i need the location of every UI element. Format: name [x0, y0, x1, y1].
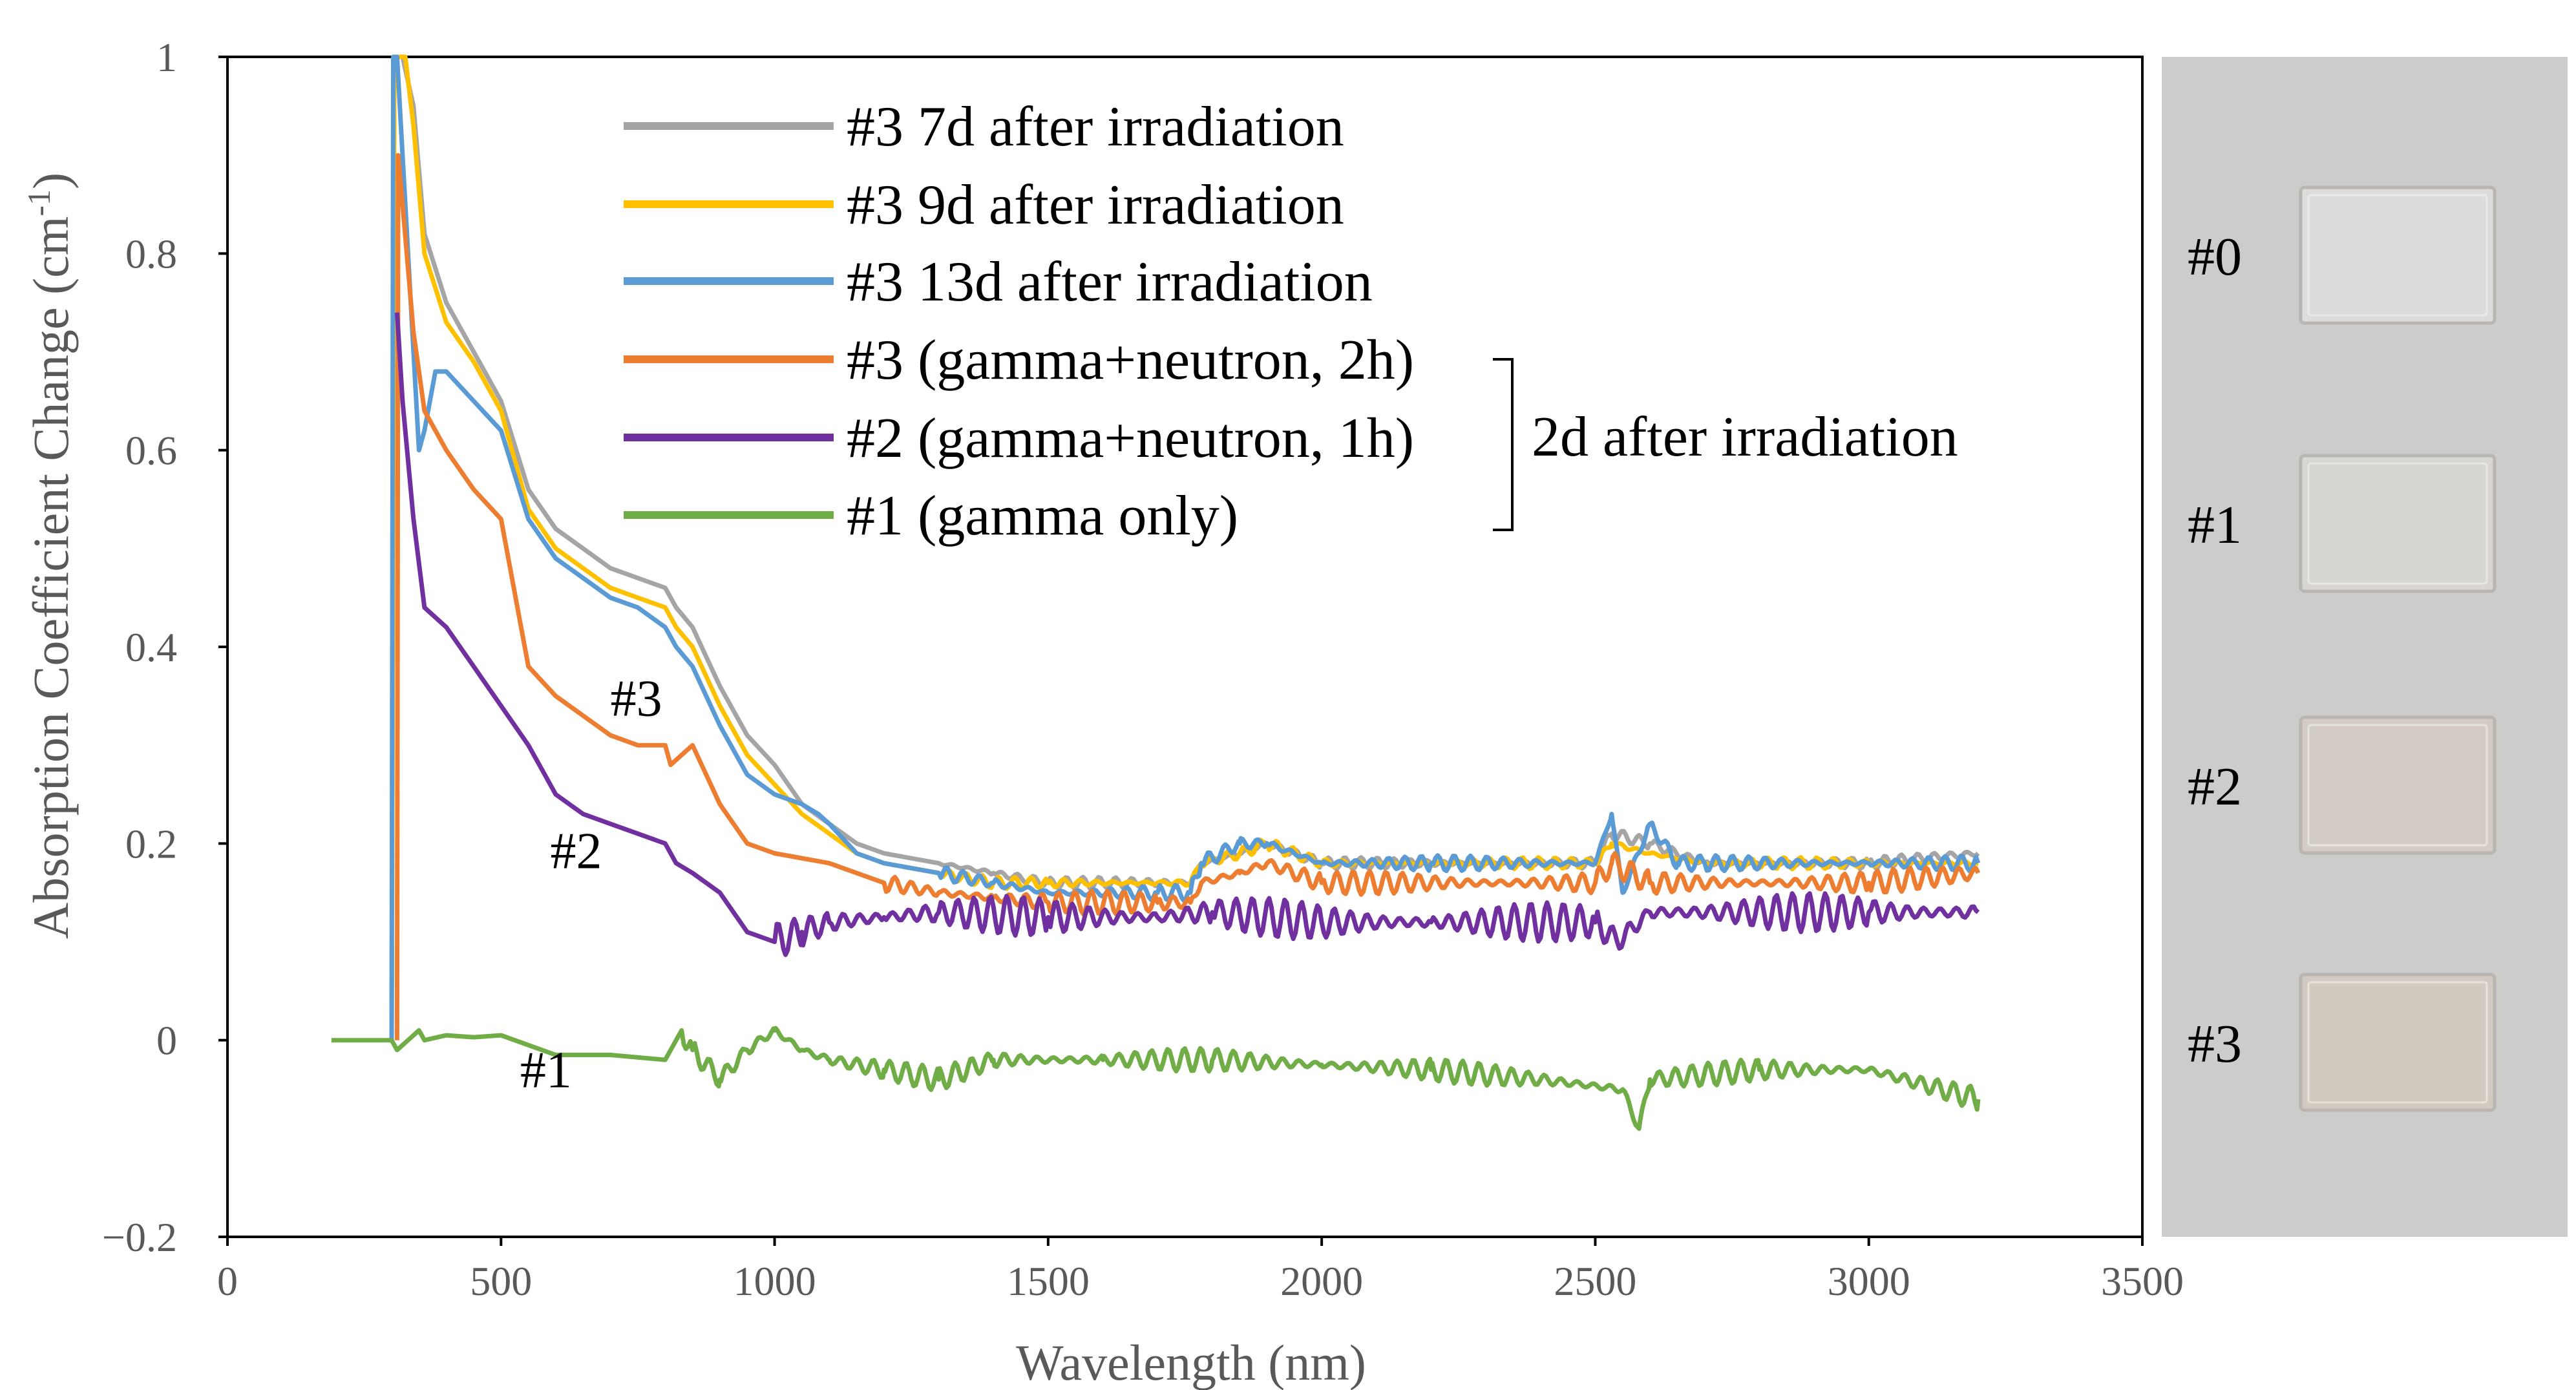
legend-bracket-label: 2d after irradiation [1532, 406, 1958, 469]
legend-label-5: #1 (gamma only) [847, 485, 1238, 547]
y-tick-label-1: 0 [156, 1018, 177, 1064]
y-axis-title-close: ) [23, 173, 79, 189]
x-tick-label-6: 3000 [1828, 1258, 1910, 1304]
sample-slab-2 [2299, 715, 2497, 855]
series-annotation-2: #1 [520, 1042, 572, 1099]
y-tick-label-0: −0.2 [102, 1214, 177, 1260]
legend-bracket [1493, 358, 1514, 531]
x-tick-label-1: 500 [470, 1258, 532, 1304]
x-tick-label-3: 1500 [1007, 1258, 1090, 1304]
y-tick-label-6: 1 [156, 34, 177, 80]
sample-slab-highlight-0 [2307, 194, 2488, 317]
y-tick-label-2: 0.2 [125, 821, 177, 867]
sample-slab-highlight-1 [2307, 462, 2488, 585]
series-annotation-1: #2 [550, 823, 602, 879]
series-line-4 [394, 312, 1980, 957]
sample-slab-highlight-3 [2307, 981, 2488, 1104]
x-axis: 0 500 1000 1500 2000 2500 3000 3500 [217, 1237, 2184, 1304]
sample-label-2: #2 [2188, 757, 2242, 817]
series-group [331, 54, 1981, 1132]
legend-label-1: #3 9d after irradiation [847, 174, 1344, 237]
series-annotation-0: #3 [611, 671, 662, 728]
x-tick-label-4: 2000 [1280, 1258, 1363, 1304]
x-axis-title: Wavelength (nm) [1016, 1334, 1366, 1390]
y-tick-label-3: 0.4 [125, 624, 177, 670]
sample-slab-1 [2299, 454, 2497, 593]
y-axis-title-sup: -1 [21, 189, 57, 216]
annotations: #3 #2 #1 [520, 671, 662, 1099]
sample-label-1: #1 [2188, 495, 2242, 555]
series-line-3 [394, 153, 1981, 1040]
x-tick-label-0: 0 [217, 1258, 238, 1304]
y-tick-label-5: 0.8 [125, 231, 177, 277]
sample-photo: #0 #1 #2 #3 [2162, 57, 2568, 1237]
legend: #3 7d after irradiation #3 9d after irrad… [624, 96, 1958, 547]
sample-slab-highlight-2 [2307, 724, 2488, 847]
sample-slab-3 [2299, 973, 2497, 1112]
series-line-2 [389, 54, 1981, 1040]
y-tick-label-4: 0.6 [125, 428, 177, 474]
y-axis-title-main: Absorption Coefficient Change (cm [23, 216, 79, 939]
y-axis-title: Absorption Coefficient Change (cm-1) [21, 173, 79, 939]
x-tick-label-2: 1000 [734, 1258, 816, 1304]
series-line-5 [331, 1026, 1981, 1132]
x-tick-label-7: 3500 [2101, 1258, 2184, 1304]
x-tick-label-5: 2500 [1554, 1258, 1636, 1304]
sample-label-0: #0 [2188, 227, 2242, 287]
legend-label-0: #3 7d after irradiation [847, 96, 1344, 158]
y-axis: −0.2 0 0.2 0.4 0.6 0.8 1 [102, 34, 227, 1260]
legend-label-3: #3 (gamma+neutron, 2h) [847, 329, 1414, 392]
legend-label-4: #2 (gamma+neutron, 1h) [847, 407, 1414, 470]
sample-slab-0 [2299, 185, 2497, 325]
legend-label-2: #3 13d after irradiation [847, 251, 1373, 313]
sample-label-3: #3 [2188, 1014, 2242, 1074]
